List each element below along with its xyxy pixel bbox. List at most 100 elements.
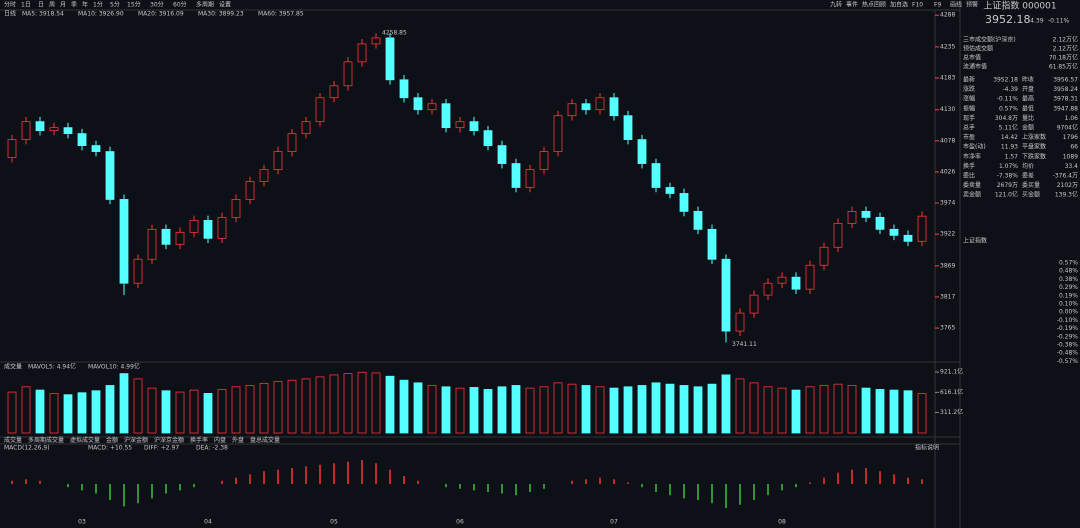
tab[interactable]: 虚拟成交量 (70, 436, 100, 444)
volume-bar (427, 385, 437, 434)
x-tick-label: 04 (204, 519, 212, 526)
toolbar-button[interactable]: 周 (49, 2, 55, 9)
candle-body (469, 121, 479, 132)
volume-bar (105, 385, 115, 434)
mini-axis-label: -0.10% (1057, 317, 1079, 324)
volume-bar (91, 390, 101, 434)
mini-axis-label: 0.57% (1059, 260, 1078, 267)
y-tick-label: 3974 (940, 200, 955, 207)
candle-body (833, 222, 843, 248)
legend-entry: DIFF: +2.97 (144, 445, 179, 452)
volume-bar (609, 387, 619, 434)
volume-bar (203, 392, 213, 434)
quote-value: 1.06 (1065, 115, 1079, 122)
quote-value: 3952.18 (993, 77, 1018, 84)
candle-body (399, 79, 409, 99)
volume-bar (777, 387, 787, 434)
tab[interactable]: 多周期成交量 (28, 436, 64, 444)
volume-bar (763, 386, 773, 434)
toolbar-button[interactable]: 5分 (110, 1, 120, 9)
y-tick-label: 616.1亿 (940, 388, 963, 396)
tab[interactable]: 成交量 (4, 436, 22, 444)
mini-axis-label: 0.38% (1059, 276, 1078, 283)
toolbar-button[interactable]: 年 (82, 1, 88, 9)
quote-value: 3956.57 (1053, 77, 1078, 84)
toolbar-button[interactable]: 15分 (127, 1, 141, 9)
candle-body (581, 103, 591, 111)
mini-axis-label: 0.00% (1059, 309, 1078, 316)
toolbar-button[interactable]: 预警 (966, 1, 978, 9)
info-label: 总市值 (963, 54, 981, 62)
quote-value: 0.57% (999, 105, 1018, 112)
legend-entry: MACD: +10.55 (88, 445, 132, 452)
volume-bar (147, 387, 157, 434)
legend-entry: MA60: 3957.85 (258, 11, 304, 18)
toolbar-button[interactable]: F9 (934, 2, 941, 9)
volume-bar (707, 383, 717, 434)
info-label: 流通市值 (963, 63, 987, 71)
toolbar-button[interactable]: 事件 (846, 1, 858, 9)
quote-value: 1.57 (1005, 153, 1019, 160)
quote-value: 3958.24 (1053, 86, 1078, 93)
annotation: 3741.11 (732, 341, 757, 348)
toolbar-button[interactable]: 1日 (21, 2, 31, 9)
volume-bar (483, 389, 493, 434)
volume-bar (133, 378, 143, 434)
mini-axis-label: -0.19% (1057, 325, 1079, 332)
toolbar-button[interactable]: 设置 (219, 1, 231, 9)
tab[interactable]: 盘总成交量 (250, 436, 280, 444)
quote-label: 均价 (1022, 162, 1034, 170)
volume-bar (637, 385, 647, 434)
volume-bar (595, 386, 605, 434)
volume-bar (301, 378, 311, 434)
toolbar-button[interactable]: 30分 (150, 1, 164, 9)
candle-body (917, 215, 927, 242)
tab[interactable]: 内盘 (214, 436, 226, 444)
toolbar-button[interactable]: 60分 (173, 1, 187, 9)
toolbar-button[interactable]: 多周期 (196, 1, 214, 9)
tab[interactable]: 沪深金额 (124, 436, 148, 444)
quote-value: 2679万 (997, 182, 1018, 189)
y-tick-label: 3765 (940, 325, 955, 332)
candle-body (203, 219, 213, 239)
toolbar-button[interactable]: 日 (38, 2, 44, 9)
toolbar-button[interactable]: 分时 (4, 1, 16, 9)
quote-value: -7.38% (997, 173, 1019, 180)
volume-bar (665, 383, 675, 434)
tab[interactable]: 金额 (106, 436, 118, 444)
volume-bar (21, 386, 31, 434)
toolbar-button[interactable]: 季 (71, 1, 77, 9)
toolbar-button[interactable]: 月 (60, 2, 66, 9)
toolbar-button[interactable]: 画线 (950, 1, 962, 9)
quote-value: 33.4 (1065, 163, 1079, 170)
y-tick-label: 4288 (940, 12, 955, 19)
toolbar-button[interactable]: F10 (912, 2, 923, 9)
candle-body (77, 133, 87, 146)
tab[interactable]: 换手率 (190, 436, 208, 444)
y-tick-label: 4235 (940, 43, 955, 50)
toolbar-button[interactable]: 1分 (93, 1, 103, 9)
quote-label: 总手 (963, 124, 975, 132)
volume-bar (217, 389, 227, 434)
quote-change: -4.39 (1028, 18, 1044, 25)
quote-value: 1.07% (999, 163, 1018, 170)
candle-body (903, 234, 913, 242)
mini-axis-label: 0.19% (1059, 292, 1078, 299)
legend-entry: MAVOL5: 4.94亿 (28, 363, 76, 371)
candle-body (497, 145, 507, 164)
candle-body (175, 231, 185, 245)
toolbar-button[interactable]: 九转 (830, 1, 842, 9)
tab[interactable]: 外盘 (232, 436, 244, 444)
volume-bar (329, 374, 339, 434)
toolbar-button[interactable]: 热点回顾 (862, 1, 886, 9)
candle-body (721, 258, 731, 332)
volume-bar (161, 390, 171, 434)
volume-bar (847, 385, 857, 434)
tab[interactable]: 沪深京金额 (154, 436, 184, 444)
y-tick-label: 3922 (940, 231, 955, 238)
indicator-note[interactable]: 指标说明 (915, 444, 939, 452)
toolbar-button[interactable]: 加自选 (890, 1, 908, 9)
candle-body (847, 211, 857, 224)
